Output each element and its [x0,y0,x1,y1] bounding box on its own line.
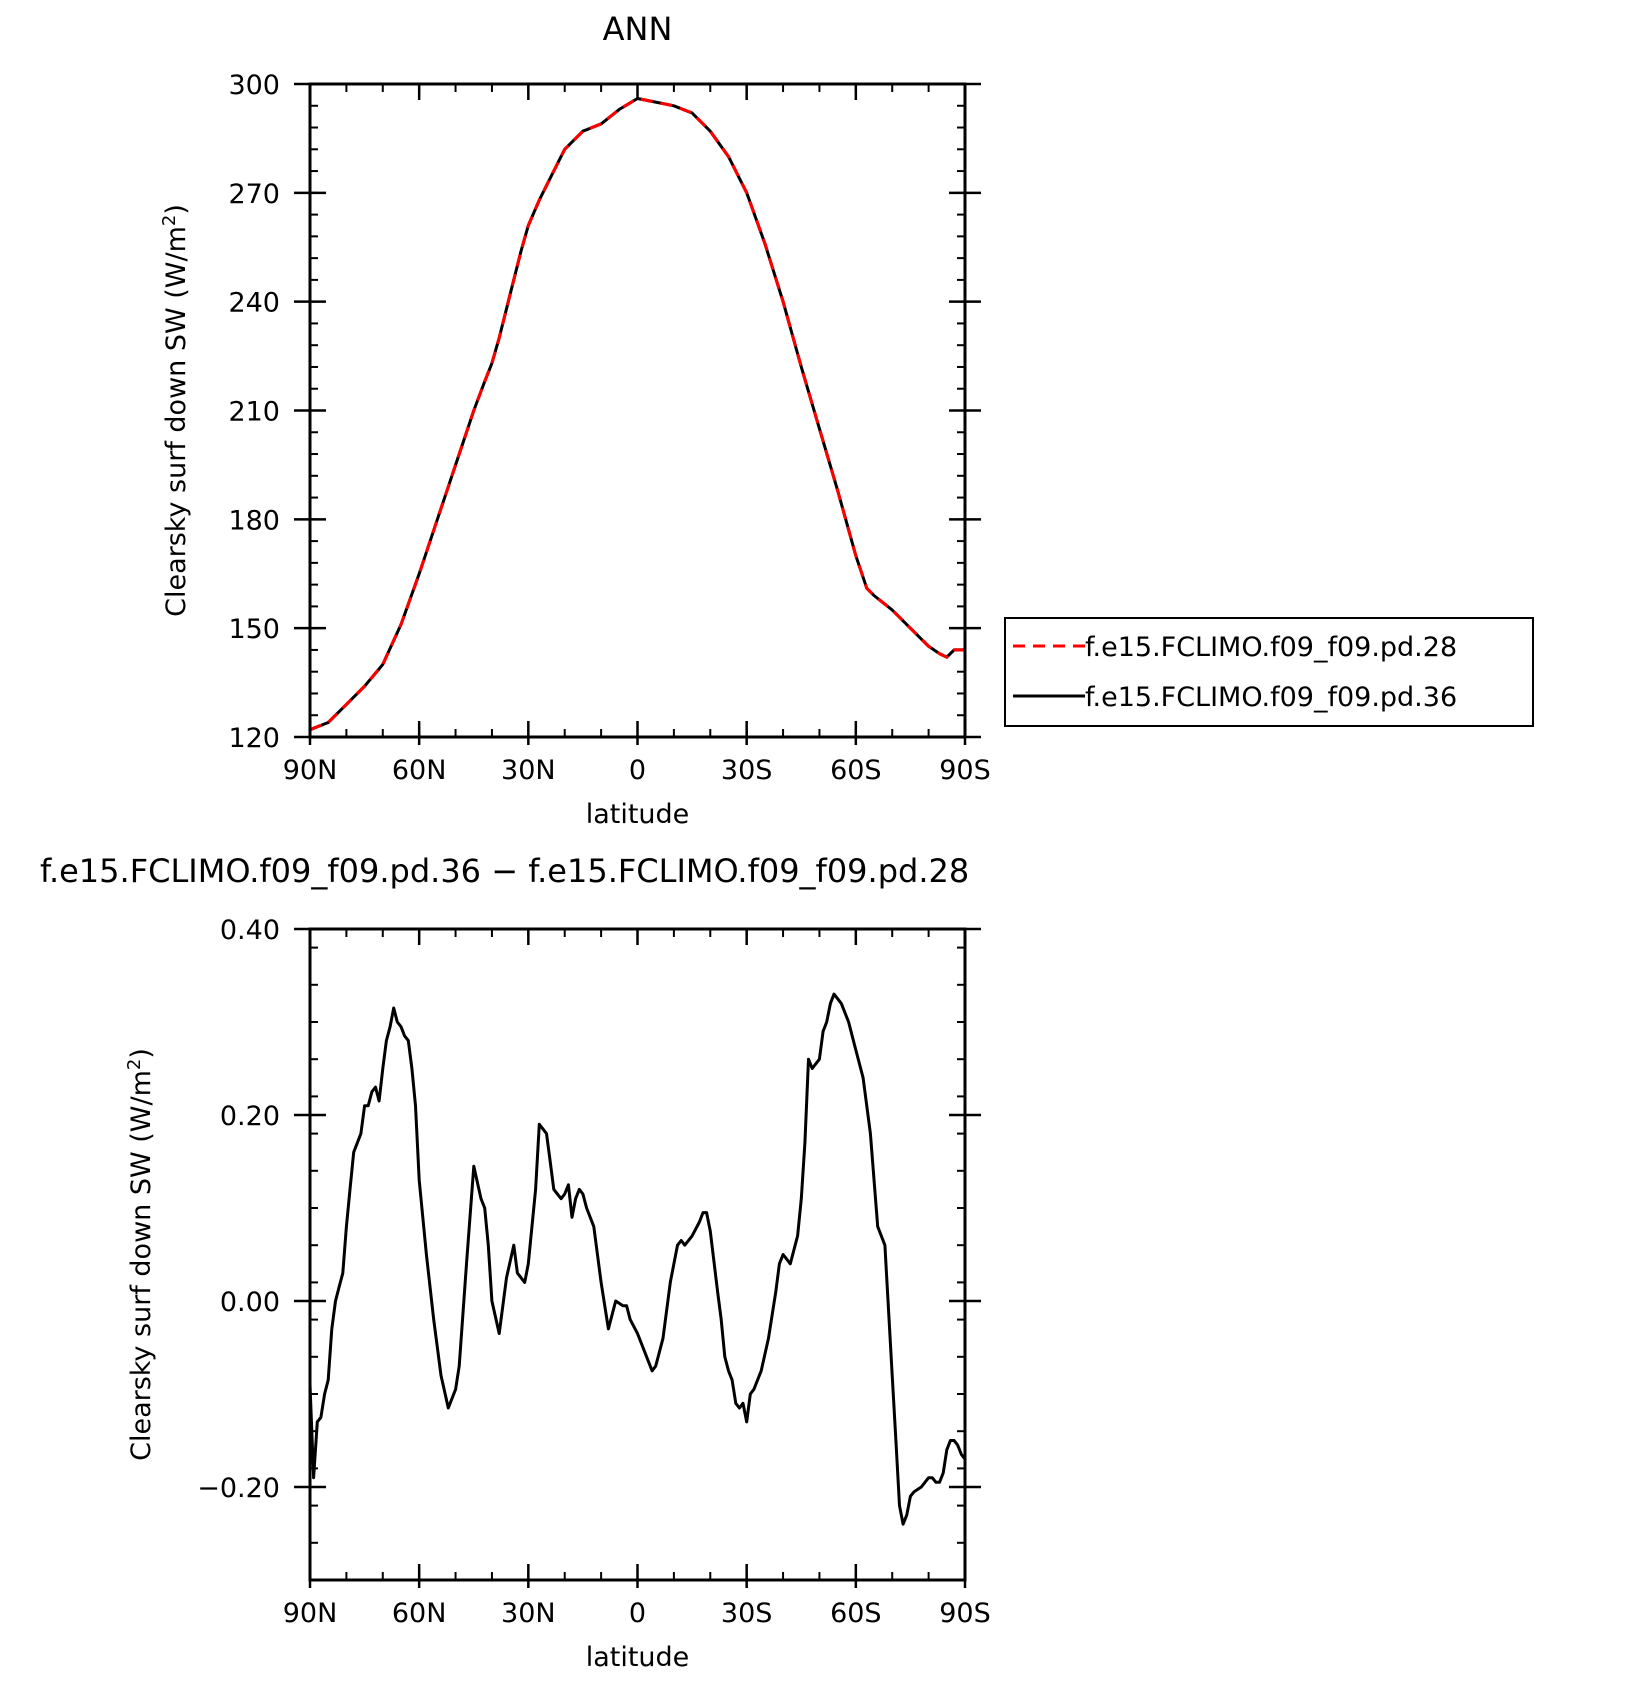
legend-entry: f.e15.FCLIMO.f09_f09.pd.36 [1085,682,1457,713]
x-tick-label: 60S [830,755,882,786]
x-tick-label: 60N [392,1598,447,1629]
y-axis-label: Clearsky surf down SW (W/m2) [159,204,193,617]
y-tick-label: −0.20 [197,1473,280,1504]
y-axis-label: Clearsky surf down SW (W/m2) [124,1048,158,1461]
y-tick-label: 240 [228,288,280,319]
y-tick-label: 0.00 [220,1287,280,1318]
x-axis-label: latitude [586,799,690,830]
y-tick-label: 0.20 [220,1101,280,1132]
x-tick-label: 90N [283,755,338,786]
x-tick-label: 0 [629,755,646,786]
plot-title: f.e15.FCLIMO.f09_f09.pd.36 − f.e15.FCLIM… [40,852,969,890]
x-tick-label: 90S [939,1598,991,1629]
x-tick-label: 30S [721,755,773,786]
series-line-0 [309,97,965,732]
y-tick-label: 120 [228,723,280,754]
x-tick-label: 0 [629,1598,646,1629]
y-tick-label: 0.40 [220,915,280,946]
annual-mean-panel: ANN 90N 60N 30N 0 30S 60S 90S 120 150 180 210 240 270… [159,10,991,830]
series-line-overlay [309,96,965,732]
series-line-1 [309,97,965,732]
y-tick-label: 150 [228,614,280,645]
series-line-0 [308,992,967,1526]
legend: f.e15.FCLIMO.f09_f09.pd.28 f.e15.FCLIMO.f… [1004,617,1534,727]
x-tick-label: 90S [939,755,991,786]
x-axis-label: latitude [586,1642,690,1673]
legend-entry: f.e15.FCLIMO.f09_f09.pd.28 [1085,632,1457,663]
y-tick-label: 180 [228,505,280,536]
y-tick-label: 210 [228,397,280,428]
y-tick-label: 270 [228,179,280,210]
plot-title: ANN [603,10,673,48]
x-tick-label: 30N [501,755,556,786]
x-tick-label: 90N [283,1598,338,1629]
x-tick-label: 60S [830,1598,882,1629]
x-tick-label: 30S [721,1598,773,1629]
y-tick-label: 300 [228,70,280,101]
x-tick-label: 30N [501,1598,556,1629]
x-tick-label: 60N [392,755,447,786]
plot-frame [308,82,967,739]
plot-frame [308,927,967,1582]
difference-panel: f.e15.FCLIMO.f09_f09.pd.36 − f.e15.FCLIM… [40,852,991,1673]
legend-box [1004,617,1534,727]
